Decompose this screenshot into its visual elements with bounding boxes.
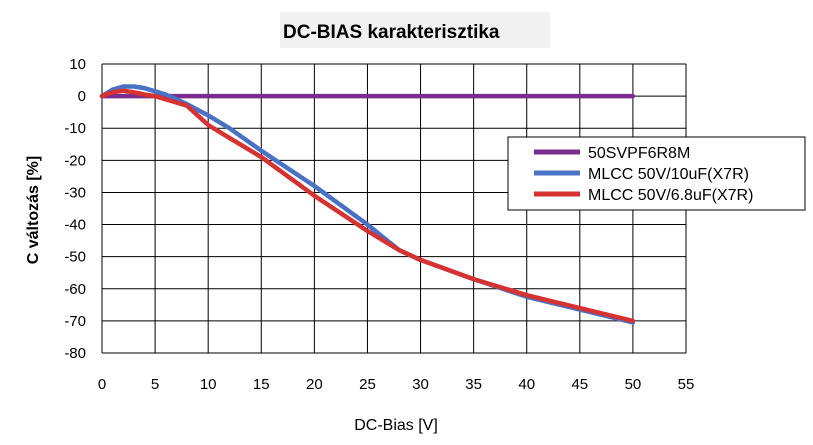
- x-tick-label: 25: [359, 376, 376, 393]
- y-axis-label: C változás [%]: [25, 156, 42, 264]
- y-tick-label: -30: [64, 184, 86, 201]
- series-group: [99, 84, 636, 325]
- y-tick-label: -40: [64, 217, 86, 234]
- y-tick-label: 10: [69, 56, 86, 73]
- y-tick-label: -50: [64, 249, 86, 266]
- legend-label: 50SVPF6R8M: [588, 145, 690, 162]
- x-tick-label: 55: [678, 376, 695, 393]
- x-tick-label: 15: [253, 376, 270, 393]
- x-axis-label: DC-Bias [V]: [354, 417, 438, 434]
- x-tick-label: 50: [625, 376, 642, 393]
- series-line: [99, 88, 636, 324]
- y-tick-label: -10: [64, 120, 86, 137]
- x-tick-label: 20: [306, 376, 323, 393]
- x-tick-label: 0: [98, 376, 106, 393]
- y-axis-ticks: 10 0 -10 -20 -30 -40 -50 -60 -70 -80: [64, 56, 86, 362]
- x-tick-label: 10: [200, 376, 217, 393]
- chart-title: DC-BIAS karakterisztika: [283, 22, 500, 43]
- x-tick-label: 30: [412, 376, 429, 393]
- y-tick-label: -80: [64, 345, 86, 362]
- y-tick-label: -60: [64, 281, 86, 298]
- y-tick-label: 0: [78, 88, 86, 105]
- y-tick-label: -70: [64, 313, 86, 330]
- x-tick-label: 5: [151, 376, 159, 393]
- x-axis-ticks: 0 5 10 15 20 25 30 35 40 45 50 55: [98, 376, 695, 393]
- legend-items: 50SVPF6R8M MLCC 50V/10uF(X7R) MLCC 50V/6.8…: [534, 145, 753, 204]
- x-tick-label: 35: [465, 376, 482, 393]
- chart-title-box: [280, 12, 550, 48]
- x-tick-label: 45: [571, 376, 588, 393]
- legend-label: MLCC 50V/10uF(X7R): [588, 166, 749, 183]
- legend: 50SVPF6R8M MLCC 50V/10uF(X7R) MLCC 50V/6.8…: [507, 136, 806, 211]
- y-tick-label: -20: [64, 152, 86, 169]
- legend-label: MLCC 50V/6.8uF(X7R): [588, 187, 753, 204]
- x-tick-label: 40: [518, 376, 535, 393]
